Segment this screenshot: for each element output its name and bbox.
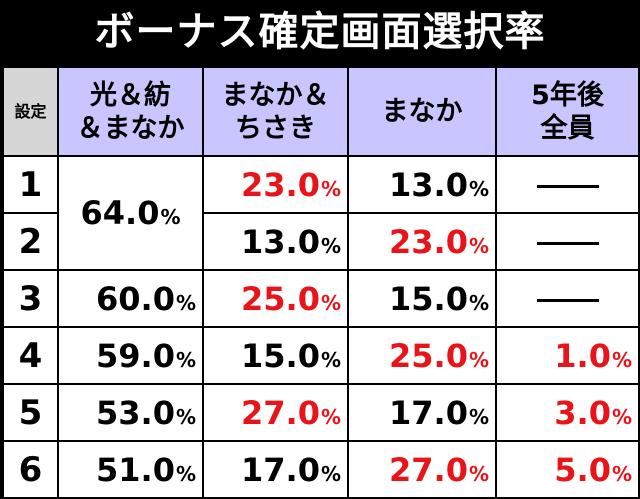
dash-cell: [495, 155, 640, 214]
value-cell: 25.0%: [202, 269, 349, 328]
dash-mark: [536, 299, 599, 302]
merged-value: 64.0: [80, 194, 160, 232]
header-row: 設定 光＆紡 ＆まなか まなか＆ ちさき まなか 5年後 全員: [2, 66, 640, 157]
table-row: 4 59.0% 15.0% 25.0% 1.0%: [2, 326, 640, 385]
merged-value-cell: 64.0%: [57, 155, 204, 271]
header-col3: まなか: [347, 66, 497, 157]
value-cell: 53.0%: [57, 383, 204, 442]
dash-mark: [536, 185, 599, 188]
page-title: ボーナス確定画面選択率: [94, 9, 546, 55]
header-col1: 光＆紡 ＆まなか: [57, 66, 204, 157]
value-cell: 15.0%: [347, 269, 497, 328]
value-cell: 59.0%: [57, 326, 204, 385]
value-cell: 15.0%: [202, 326, 349, 385]
dash-mark: [536, 242, 599, 245]
dash-cell: [495, 212, 640, 271]
table-row: 5 53.0% 27.0% 17.0% 3.0%: [2, 383, 640, 442]
value-cell: 23.0%: [202, 155, 349, 214]
value-cell: 60.0%: [57, 269, 204, 328]
value-cell: 27.0%: [202, 383, 349, 442]
header-col2-line2: ちさき: [235, 112, 316, 144]
setting-number: 1: [2, 155, 59, 214]
value-cell: 13.0%: [202, 212, 349, 271]
table-row: 3 60.0% 25.0% 15.0%: [2, 269, 640, 328]
table-row: 1 64.0% 23.0% 13.0%: [2, 155, 640, 271]
header-col1-line2: ＆まなか: [76, 112, 185, 144]
header-col2-line1: まなか＆: [221, 79, 330, 111]
value-cell: 25.0%: [347, 326, 497, 385]
value-cell: 27.0%: [347, 440, 497, 499]
header-col4-line2: 全員: [540, 112, 595, 144]
value-cell: 17.0%: [202, 440, 349, 499]
selection-rate-table: 設定 光＆紡 ＆まなか まなか＆ ちさき まなか 5年後 全員 1 64.0% …: [2, 66, 640, 499]
header-col2: まなか＆ ちさき: [202, 66, 349, 157]
header-col4: 5年後 全員: [495, 66, 640, 157]
value-cell: 51.0%: [57, 440, 204, 499]
setting-number: 3: [2, 269, 59, 328]
setting-number: 6: [2, 440, 59, 499]
header-col4-line1: 5年後: [531, 79, 604, 111]
setting-number: 2: [2, 212, 59, 271]
value-cell: 13.0%: [347, 155, 497, 214]
value-cell: 17.0%: [347, 383, 497, 442]
table-row: 6 51.0% 17.0% 27.0% 5.0%: [2, 440, 640, 499]
value-cell: 5.0%: [495, 440, 640, 499]
setting-number: 4: [2, 326, 59, 385]
value-cell: 1.0%: [495, 326, 640, 385]
value-cell: 3.0%: [495, 383, 640, 442]
setting-number: 5: [2, 383, 59, 442]
dash-cell: [495, 269, 640, 328]
value-cell: 23.0%: [347, 212, 497, 271]
header-setting: 設定: [2, 66, 59, 157]
table-row: 2 13.0% 23.0%: [2, 212, 640, 271]
header-col1-line1: 光＆紡: [90, 79, 171, 111]
